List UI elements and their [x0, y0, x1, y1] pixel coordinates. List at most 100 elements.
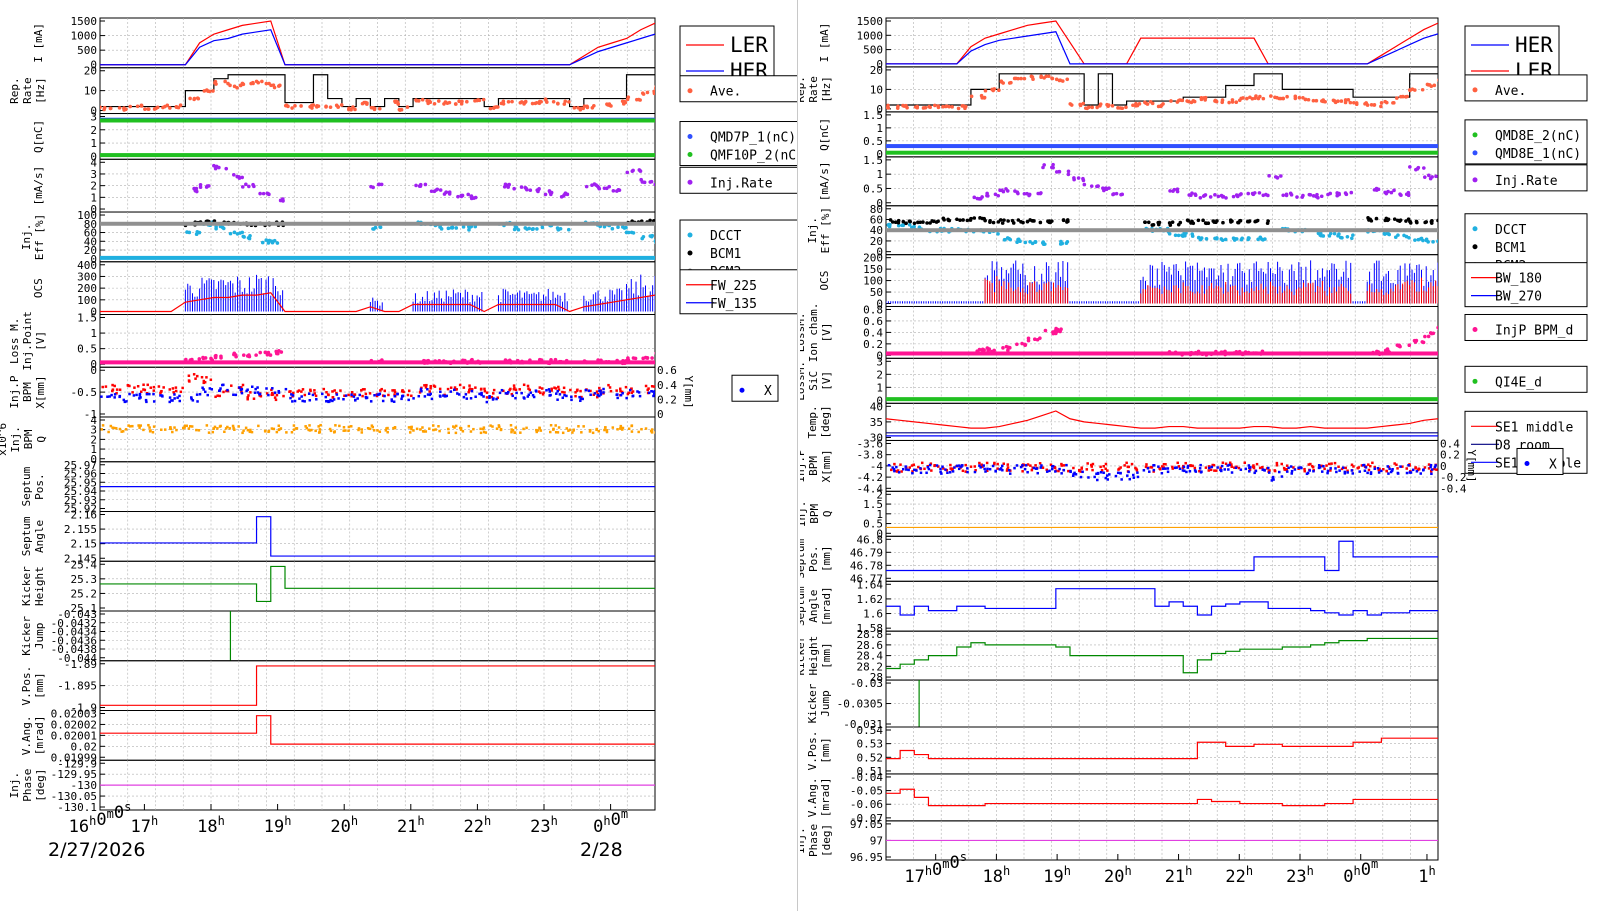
data-point	[246, 236, 251, 240]
data-point	[300, 390, 303, 393]
data-point	[1332, 231, 1337, 236]
data-point	[480, 391, 483, 395]
data-point	[1209, 468, 1213, 472]
data-point	[593, 392, 597, 395]
series-group	[192, 163, 655, 203]
data-point	[1180, 98, 1185, 103]
data-point	[212, 163, 216, 168]
data-point	[383, 394, 386, 398]
data-point	[958, 464, 961, 467]
data-point	[650, 356, 654, 360]
data-point	[222, 390, 225, 394]
data-point	[301, 388, 305, 391]
data-point	[535, 227, 539, 231]
legend-swatch	[687, 152, 693, 158]
data-point	[353, 107, 357, 112]
data-point	[350, 425, 353, 428]
data-point	[513, 431, 517, 434]
data-point	[155, 105, 160, 110]
data-point	[1377, 471, 1381, 474]
panel-R17: -0.04-0.05-0.06-0.07V.Ang. [mrad]	[806, 771, 1439, 825]
series-group	[972, 162, 1438, 201]
data-point	[173, 393, 176, 396]
data-point	[561, 396, 565, 400]
data-point	[265, 392, 269, 395]
data-point	[1426, 334, 1431, 339]
data-point	[258, 393, 262, 396]
data-point	[1305, 472, 1309, 476]
data-point	[1301, 95, 1305, 100]
data-point	[444, 190, 449, 194]
data-point	[1297, 466, 1300, 470]
data-point	[1230, 471, 1234, 474]
y-axis-label: Loss M.	[8, 318, 21, 364]
data-point	[923, 467, 926, 471]
data-point	[1371, 461, 1374, 465]
data-point	[1045, 468, 1048, 472]
data-point	[364, 392, 368, 396]
data-point	[142, 428, 145, 432]
data-point	[272, 427, 276, 431]
data-point	[667, 355, 671, 359]
data-point	[1102, 471, 1105, 475]
data-point	[101, 424, 105, 427]
data-point	[181, 386, 184, 390]
data-point	[1429, 469, 1433, 473]
series-R3-0	[886, 150, 1438, 155]
y-tick-label: 46.78	[850, 559, 883, 572]
data-point	[333, 430, 337, 433]
data-point	[148, 430, 152, 433]
data-point	[936, 105, 941, 110]
data-point	[535, 430, 538, 434]
series-L9-0	[100, 423, 655, 435]
data-point	[1395, 218, 1400, 223]
data-point	[1369, 472, 1373, 476]
data-point	[1006, 467, 1009, 471]
data-point	[1045, 470, 1049, 473]
data-point	[972, 216, 977, 220]
data-point	[462, 386, 466, 389]
data-point	[479, 427, 482, 431]
data-point	[554, 424, 557, 427]
data-point	[1067, 469, 1070, 473]
y-axis-label: LossM.	[800, 361, 807, 401]
data-point	[998, 218, 1003, 222]
data-point	[241, 82, 246, 87]
y-tick-label: 1	[90, 443, 97, 456]
data-point	[1185, 470, 1188, 474]
data-point	[1087, 105, 1091, 109]
data-point	[974, 469, 977, 472]
data-point	[634, 97, 639, 102]
data-point	[565, 394, 568, 398]
data-point	[219, 387, 222, 390]
data-point	[1019, 465, 1023, 469]
data-point	[228, 83, 232, 88]
data-point	[955, 464, 959, 468]
y-tick-label: 100	[863, 275, 883, 288]
data-point	[364, 395, 368, 399]
data-point	[595, 427, 599, 431]
data-point	[368, 392, 372, 395]
data-point	[1193, 193, 1198, 198]
data-point	[1090, 463, 1093, 467]
data-point	[1414, 466, 1417, 470]
data-point	[515, 391, 518, 395]
data-point	[315, 398, 318, 401]
series-R9-0	[886, 410, 1438, 429]
data-point	[1146, 220, 1151, 225]
data-point	[1240, 236, 1244, 241]
data-point	[1190, 191, 1194, 195]
y-axis-label: Inj.	[9, 426, 22, 453]
legend-label: LER	[730, 33, 768, 57]
data-point	[1058, 467, 1061, 471]
right-tick-label: 0.2	[657, 393, 677, 406]
data-point	[1263, 469, 1266, 472]
data-point	[1326, 471, 1329, 475]
data-point	[1055, 327, 1060, 332]
data-point	[897, 471, 901, 474]
y-tick-label: 4	[90, 156, 97, 169]
legend-label: Inj.Rate	[1495, 174, 1558, 189]
data-point	[1414, 338, 1419, 343]
